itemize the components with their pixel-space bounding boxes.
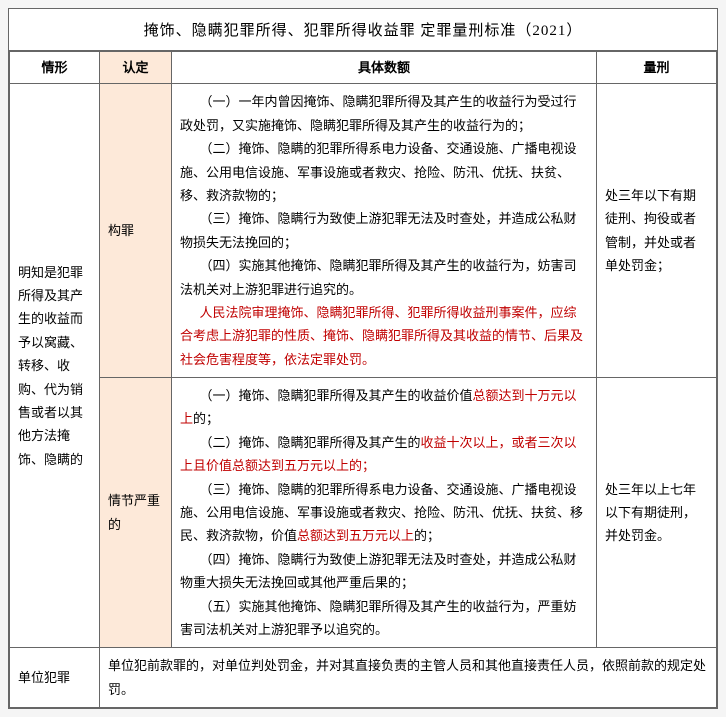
detail-item-emphasis: 人民法院审理掩饰、隐瞒犯罪所得、犯罪所得收益刑事案件，应综合考虑上游犯罪的性质、… <box>180 301 588 371</box>
document-title: 掩饰、隐瞒犯罪所得、犯罪所得收益罪 定罪量刑标准（2021） <box>9 9 717 51</box>
header-identify: 认定 <box>100 52 172 84</box>
cell-detail-unit: 单位犯前款罪的，对单位判处罚金，并对其直接负责的主管人员和其他直接责任人员，依照… <box>100 648 717 708</box>
cell-identify-serious: 情节严重的 <box>100 378 172 648</box>
table-row: 明知是犯罪所得及其产生的收益而予以窝藏、转移、收购、代为销售或者以其他方法掩饰、… <box>10 84 717 378</box>
text-span: 的； <box>414 528 440 543</box>
text-span: 的； <box>193 411 219 426</box>
table-row: 单位犯罪 单位犯前款罪的，对单位判处罚金，并对其直接负责的主管人员和其他直接责任… <box>10 648 717 708</box>
header-detail: 具体数额 <box>172 52 597 84</box>
cell-detail-crime: （一）一年内曾因掩饰、隐瞒犯罪所得及其产生的收益行为受过行政处罚，又实施掩饰、隐… <box>172 84 597 378</box>
detail-item: （一）掩饰、隐瞒犯罪所得及其产生的收益价值总额达到十万元以上的； <box>180 384 588 431</box>
cell-penalty-serious: 处三年以上七年以下有期徒刑，并处罚金。 <box>597 378 717 648</box>
text-emphasis: 总额达到五万元以上 <box>297 528 414 543</box>
detail-item: （三）掩饰、隐瞒的犯罪所得系电力设备、交通设施、广播电视设施、公用电信设施、军事… <box>180 478 588 548</box>
detail-item: （一）一年内曾因掩饰、隐瞒犯罪所得及其产生的收益行为受过行政处罚，又实施掩饰、隐… <box>180 90 588 137</box>
sentencing-table: 情形 认定 具体数额 量刑 明知是犯罪所得及其产生的收益而予以窝藏、转移、收购、… <box>9 51 717 708</box>
document-container: 掩饰、隐瞒犯罪所得、犯罪所得收益罪 定罪量刑标准（2021） 情形 认定 具体数… <box>8 8 718 709</box>
header-row: 情形 认定 具体数额 量刑 <box>10 52 717 84</box>
cell-situation-unit: 单位犯罪 <box>10 648 100 708</box>
cell-detail-serious: （一）掩饰、隐瞒犯罪所得及其产生的收益价值总额达到十万元以上的； （二）掩饰、隐… <box>172 378 597 648</box>
detail-item: （四）掩饰、隐瞒行为致使上游犯罪无法及时查处，并造成公私财物重大损失无法挽回或其… <box>180 548 588 595</box>
header-situation: 情形 <box>10 52 100 84</box>
detail-item: （二）掩饰、隐瞒犯罪所得及其产生的收益十次以上，或者三次以上且价值总额达到五万元… <box>180 431 588 478</box>
detail-item: （五）实施其他掩饰、隐瞒犯罪所得及其产生的收益行为，严重妨害司法机关对上游犯罪予… <box>180 595 588 642</box>
header-penalty: 量刑 <box>597 52 717 84</box>
text-span: （一）掩饰、隐瞒犯罪所得及其产生的收益价值 <box>200 388 473 403</box>
cell-identify-crime: 构罪 <box>100 84 172 378</box>
detail-item: （四）实施其他掩饰、隐瞒犯罪所得及其产生的收益行为，妨害司法机关对上游犯罪进行追… <box>180 254 588 301</box>
detail-item: （二）掩饰、隐瞒的犯罪所得系电力设备、交通设施、广播电视设施、公用电信设施、军事… <box>180 137 588 207</box>
cell-penalty-crime: 处三年以下有期徒刑、拘役或者管制，并处或者单处罚金； <box>597 84 717 378</box>
detail-item: （三）掩饰、隐瞒行为致使上游犯罪无法及时查处，并造成公私财物损失无法挽回的； <box>180 207 588 254</box>
table-row: 情节严重的 （一）掩饰、隐瞒犯罪所得及其产生的收益价值总额达到十万元以上的； （… <box>10 378 717 648</box>
text-span: （二）掩饰、隐瞒犯罪所得及其产生的 <box>200 435 421 450</box>
cell-situation-main: 明知是犯罪所得及其产生的收益而予以窝藏、转移、收购、代为销售或者以其他方法掩饰、… <box>10 84 100 648</box>
